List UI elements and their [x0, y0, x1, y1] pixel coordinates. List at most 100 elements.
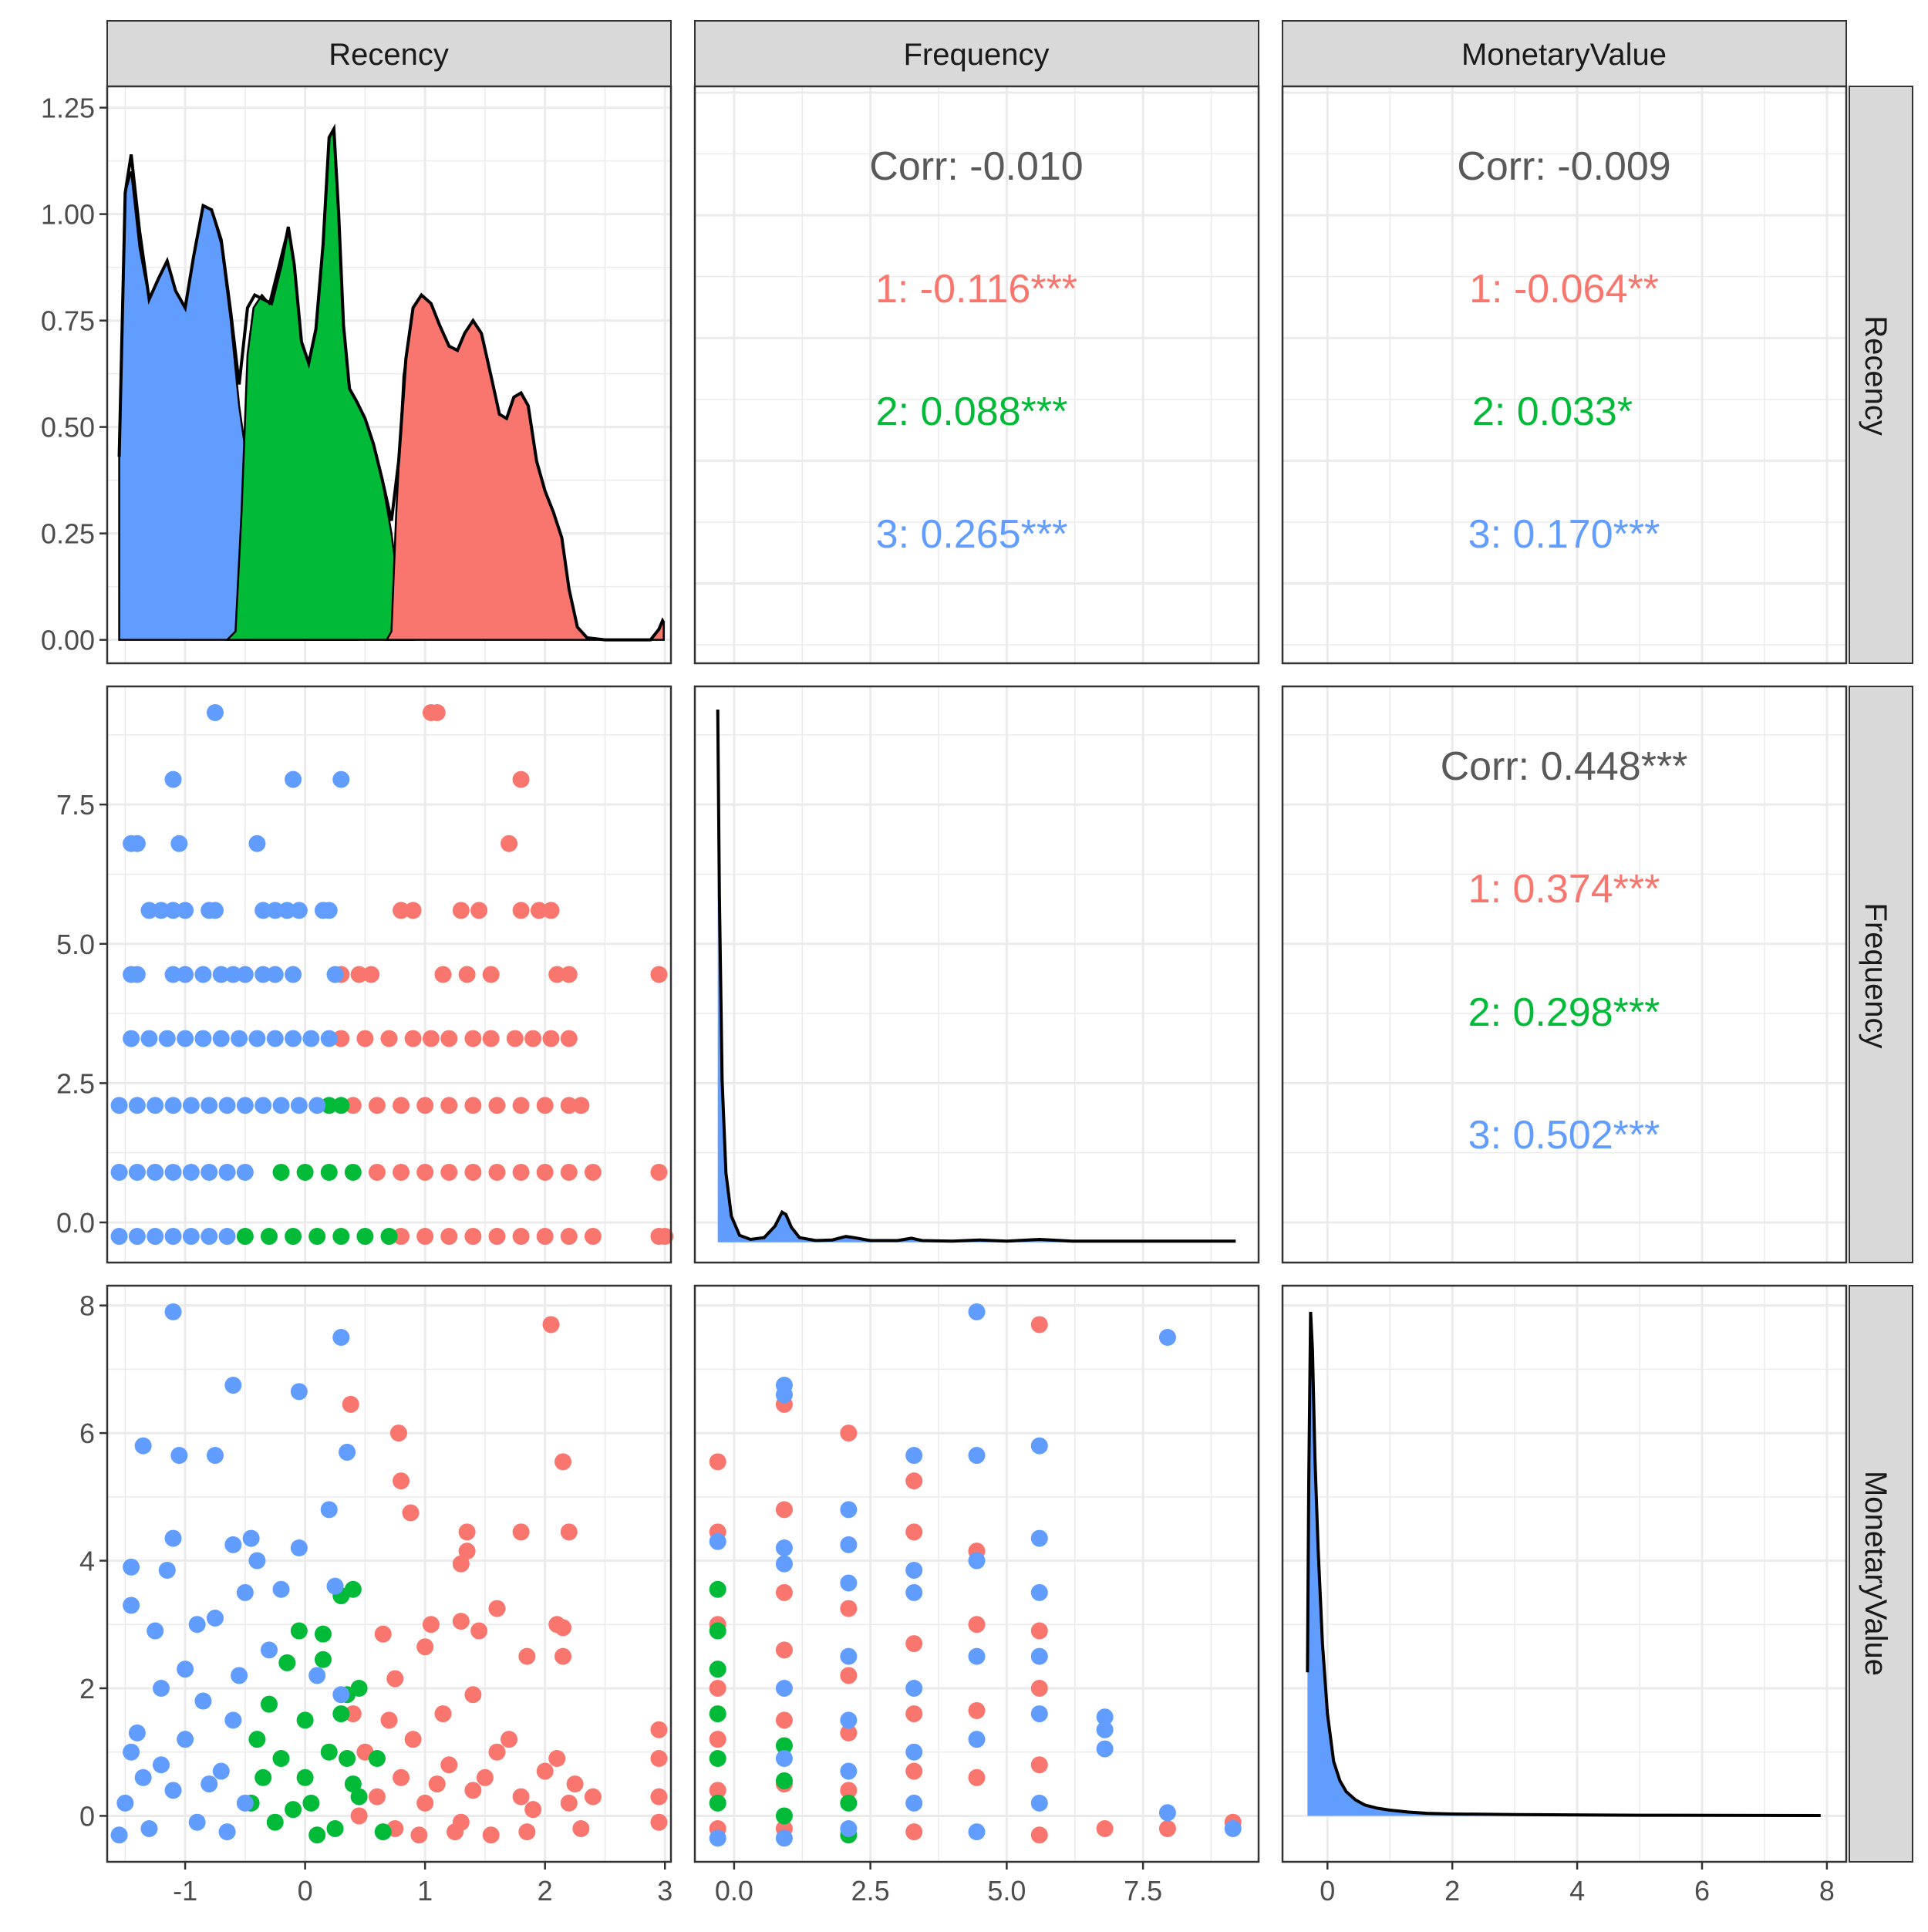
point-cluster-3: [254, 966, 272, 983]
point-cluster-1: [572, 1819, 590, 1837]
strip-top-bg-monetaryvalue: [1282, 20, 1847, 87]
point-cluster-1: [482, 966, 500, 983]
point-cluster-1: [440, 1756, 458, 1774]
strip-top-bg-recency: [106, 20, 672, 87]
point-cluster-2: [775, 1772, 793, 1789]
point-cluster-3: [164, 770, 182, 788]
point-cluster-1: [506, 1030, 524, 1047]
point-cluster-3: [840, 1536, 858, 1553]
strip-right-recency: Recency: [1859, 315, 1893, 436]
point-cluster-2: [260, 1695, 278, 1713]
point-cluster-2: [840, 1794, 858, 1812]
point-cluster-1: [968, 1701, 986, 1719]
point-cluster-3: [206, 1609, 224, 1627]
point-cluster-1: [470, 902, 488, 919]
point-cluster-1: [572, 1097, 590, 1114]
point-cluster-2: [320, 1163, 338, 1181]
strip-right-bg-frequency: [1849, 686, 1913, 1263]
point-cluster-1: [512, 770, 530, 788]
density-line-monetary: [1306, 1311, 1821, 1818]
point-cluster-3: [194, 966, 212, 983]
point-cluster-1: [1030, 1826, 1048, 1844]
x-tick-label: 2: [1444, 1875, 1460, 1907]
point-cluster-1: [650, 966, 668, 983]
point-cluster-3: [1096, 1721, 1114, 1738]
point-cluster-2: [374, 1823, 392, 1841]
point-cluster-3: [206, 703, 224, 721]
point-cluster-1: [470, 1622, 488, 1640]
point-cluster-1: [393, 902, 410, 919]
corr-g2-freq-mon: 2: 0.298***: [1468, 990, 1660, 1035]
point-cluster-3: [110, 1097, 128, 1114]
corr-g3-rec-freq: 3: 0.265***: [876, 512, 1068, 557]
point-cluster-3: [248, 835, 266, 852]
point-cluster-3: [164, 1228, 182, 1246]
strip-top-monetary: MonetaryValue: [1461, 38, 1667, 72]
point-cluster-1: [512, 1097, 530, 1114]
y-tick-label: 4: [79, 1546, 95, 1577]
point-cluster-2: [326, 1819, 344, 1837]
point-cluster-3: [266, 902, 284, 919]
point-cluster-3: [290, 1539, 308, 1556]
point-cluster-3: [128, 1228, 146, 1246]
point-cluster-1: [416, 1638, 434, 1656]
point-cluster-1: [536, 1762, 554, 1780]
point-cluster-1: [518, 1647, 536, 1665]
strip-right-bg-recency: [1849, 86, 1913, 664]
point-cluster-1: [344, 1705, 362, 1723]
point-cluster-2: [254, 1768, 272, 1786]
point-cluster-1: [416, 1794, 434, 1812]
point-cluster-1: [501, 835, 518, 852]
point-cluster-1: [362, 966, 380, 983]
x-tick-label: 2: [538, 1875, 553, 1907]
point-cluster-1: [501, 1731, 518, 1748]
point-cluster-1: [840, 1600, 858, 1617]
strip-top-bg-frequency: [694, 20, 1259, 87]
point-cluster-2: [260, 1228, 278, 1246]
panel-border: [106, 685, 672, 1264]
point-cluster-3: [182, 1228, 200, 1246]
point-cluster-1: [518, 1823, 536, 1841]
point-cluster-1: [350, 1807, 368, 1825]
y-tick-label: 0.25: [41, 518, 95, 550]
point-cluster-3: [164, 1097, 182, 1114]
point-cluster-1: [380, 1030, 398, 1047]
point-cluster-1: [650, 1163, 668, 1181]
point-cluster-3: [968, 1647, 986, 1665]
corr-g3-rec-mon: 3: 0.170***: [1468, 512, 1660, 557]
point-cluster-2: [308, 1826, 326, 1844]
point-cluster-3: [1030, 1647, 1048, 1665]
point-cluster-1: [905, 1705, 923, 1723]
point-cluster-2: [320, 1097, 338, 1114]
point-cluster-1: [524, 1030, 542, 1047]
point-cluster-3: [128, 966, 146, 983]
point-cluster-1: [464, 1163, 482, 1181]
point-cluster-3: [332, 1686, 350, 1704]
point-cluster-2: [709, 1661, 726, 1678]
point-cluster-3: [194, 1030, 212, 1047]
panel-border: [1281, 685, 1848, 1264]
point-cluster-1: [476, 1768, 494, 1786]
x-tick-label: -1: [173, 1875, 197, 1907]
point-cluster-3: [968, 1552, 986, 1570]
point-cluster-3: [218, 1823, 236, 1841]
point-cluster-1: [905, 1635, 923, 1653]
point-cluster-2: [350, 1788, 368, 1806]
x-tick-label: 8: [1819, 1875, 1835, 1907]
point-cluster-3: [134, 1437, 152, 1455]
point-cluster-3: [905, 1583, 923, 1601]
point-cluster-1: [428, 1775, 446, 1793]
point-cluster-1: [656, 1228, 674, 1246]
point-cluster-1: [374, 1625, 392, 1643]
point-cluster-1: [464, 1097, 482, 1114]
point-cluster-3: [290, 902, 308, 919]
point-cluster-3: [1158, 1804, 1176, 1822]
point-cluster-3: [164, 1529, 182, 1547]
point-cluster-3: [236, 1163, 254, 1181]
point-cluster-3: [123, 1743, 140, 1761]
point-cluster-3: [272, 1097, 290, 1114]
point-cluster-1: [488, 1097, 506, 1114]
point-cluster-1: [368, 1097, 386, 1114]
point-cluster-1: [542, 1030, 560, 1047]
point-cluster-1: [1030, 1622, 1048, 1640]
